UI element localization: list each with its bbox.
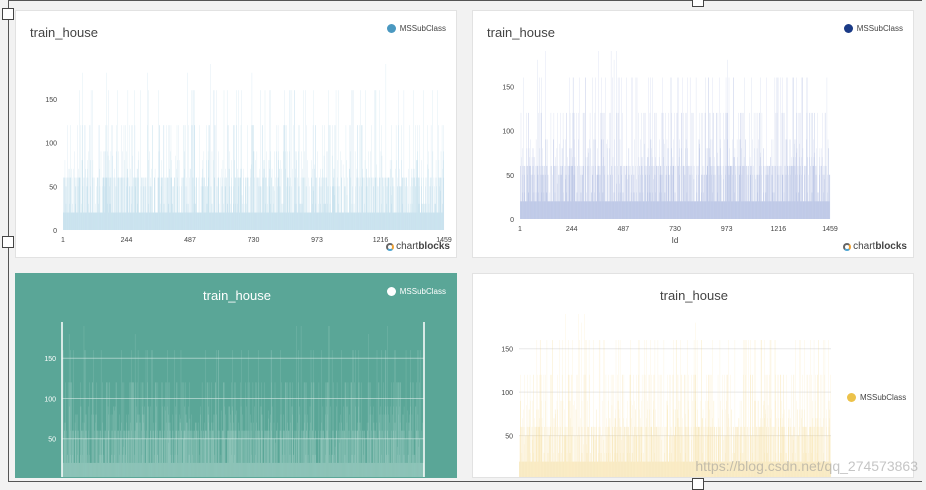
bar-chart: 0 50 100 150 1 244 487 730 973 1216 1459 Id (473, 11, 914, 258)
y-tick-label: 100 (501, 390, 513, 397)
brand-suffix: blocks (418, 241, 450, 252)
y-tick-label: 150 (502, 84, 514, 91)
x-tick-label: 244 (566, 226, 578, 233)
y-tick-label: 150 (44, 356, 56, 363)
y-tick-label: 100 (502, 129, 514, 136)
resize-handle-left[interactable] (2, 236, 14, 248)
bar-series (519, 314, 831, 478)
selection-frame-top (8, 0, 922, 1)
x-tick-label: 730 (669, 226, 681, 233)
x-tick-label: 487 (184, 237, 196, 244)
y-tick-label: 50 (505, 434, 513, 441)
x-tick-label: 1459 (822, 226, 838, 233)
y-tick-label: 150 (45, 97, 57, 104)
y-tick-label: 0 (510, 217, 514, 224)
bar-chart: 50 100 150 (16, 274, 457, 478)
y-tick-label: 100 (44, 396, 56, 403)
bar-chart: 50 100 150 (473, 274, 914, 478)
x-tick-label: 1 (518, 226, 522, 233)
brand-prefix: chart (853, 241, 875, 252)
x-tick-label: 1 (61, 237, 65, 244)
resize-handle-top-left[interactable] (2, 8, 14, 20)
resize-handle-top[interactable] (692, 0, 704, 7)
chartblocks-icon (386, 243, 394, 251)
y-tick-label: 50 (49, 184, 57, 191)
x-tick-label: 973 (721, 226, 733, 233)
y-tick-label: 50 (48, 437, 56, 444)
brand-suffix: blocks (875, 241, 907, 252)
brand-prefix: chart (396, 241, 418, 252)
bar-series (520, 51, 830, 219)
bar-series (63, 64, 444, 230)
y-tick-label: 0 (53, 228, 57, 235)
y-tick-label: 150 (501, 347, 513, 354)
x-tick-label: 973 (311, 237, 323, 244)
x-tick-label: 487 (617, 226, 629, 233)
chartblocks-icon (843, 243, 851, 251)
x-tick-label: 730 (248, 237, 260, 244)
x-tick-label: 1216 (771, 226, 787, 233)
y-tick-label: 50 (506, 173, 514, 180)
x-tick-label: 244 (121, 237, 133, 244)
x-axis-label: Id (672, 236, 679, 245)
resize-handle-bottom[interactable] (692, 478, 704, 490)
y-tick-label: 100 (45, 141, 57, 148)
bar-series (62, 326, 424, 478)
